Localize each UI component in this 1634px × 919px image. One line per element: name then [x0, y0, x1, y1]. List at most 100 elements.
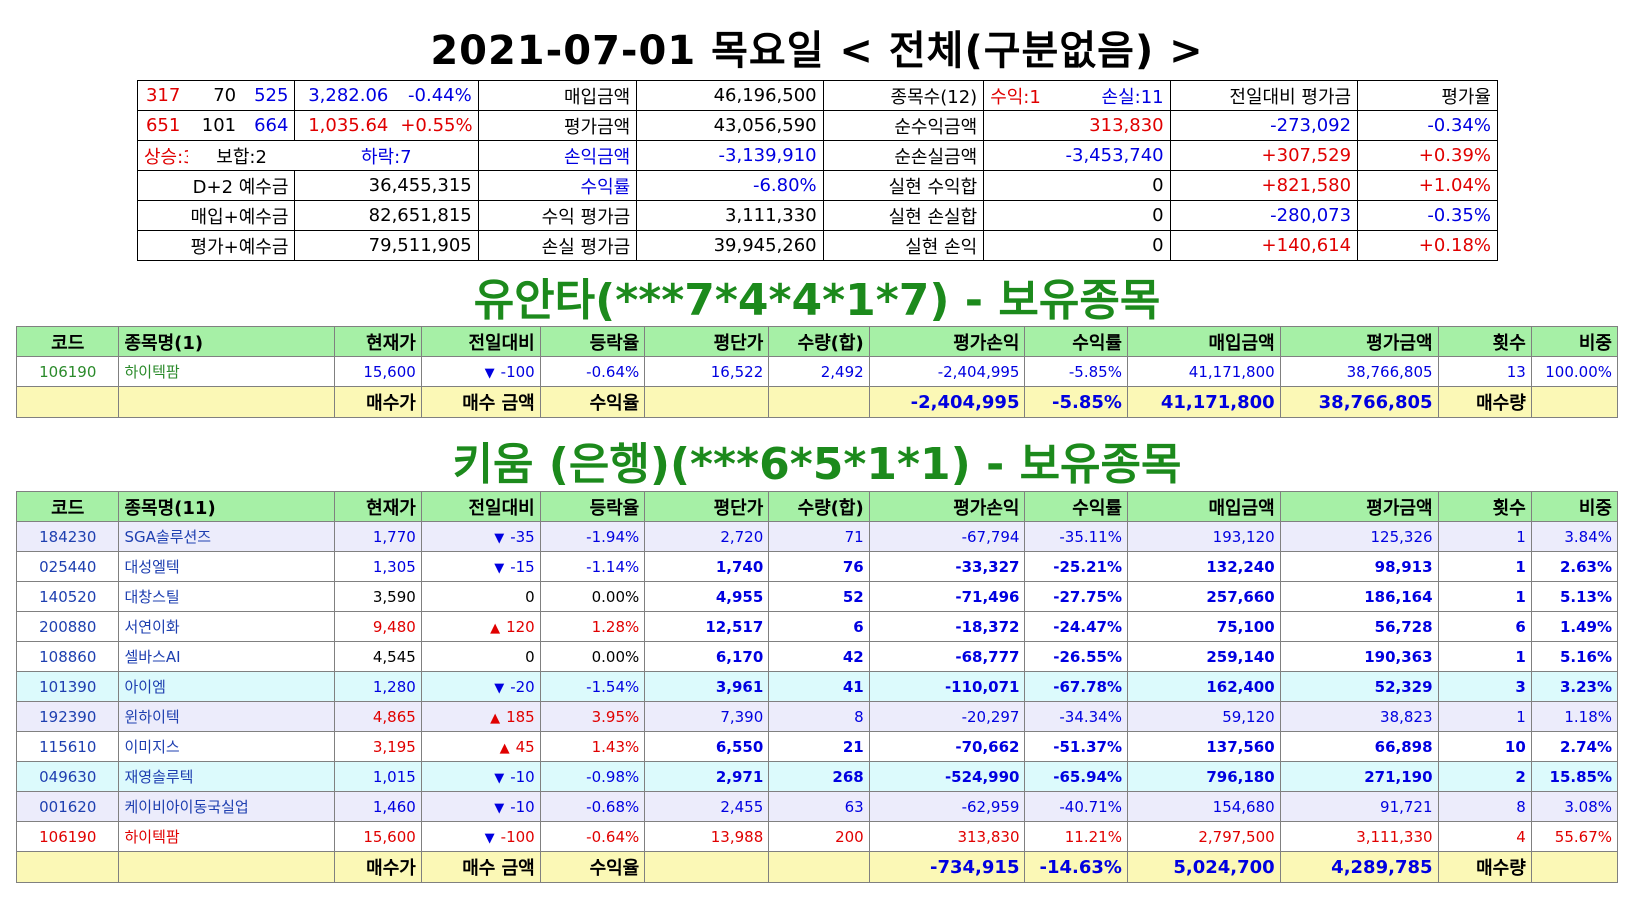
quantity-cell: 71	[768, 521, 870, 552]
table-row: 106190 하이텍팜 15,600 ▼ -100 -0.64% 16,522 2,492 -2…	[15, 356, 1619, 387]
price-cell: 9,480	[333, 611, 422, 642]
section-title-kiwoom: 키움 (은행)(***6*5*1*1) - 보유종목	[452, 439, 1182, 490]
buy-amount-cell: 257,660	[1126, 581, 1281, 612]
change-value: -10	[510, 797, 535, 816]
holdings-table-kiwoom: 코드 종목명(11) 현재가 전일대비 등락율 평단가 수량(합) 평가손익 수익률 매입금액 평가…	[15, 491, 1619, 883]
footer-return-label: 수익율	[539, 851, 646, 883]
price-cell: 3,590	[333, 581, 422, 612]
profit-loss-cell: -20,297	[868, 701, 1026, 732]
price-cell: 15,600	[333, 356, 422, 387]
table-row: 106190 하이텍팜 15,600 ▼ -100 -0.64% 13,988 200 313,…	[15, 821, 1619, 852]
price-cell: 1,460	[333, 791, 422, 822]
count-cell: 4	[1437, 821, 1532, 852]
buy-amount-cell: 137,560	[1126, 731, 1281, 762]
column-header: 전일대비	[420, 326, 541, 357]
buy-amount-cell: 154,680	[1126, 791, 1281, 822]
quantity-cell: 21	[768, 731, 870, 762]
avg-price-cell: 16,522	[644, 356, 770, 387]
profit-loss-cell: 313,830	[868, 821, 1026, 852]
stock-name-cell: 케이비아이동국실업	[118, 791, 335, 822]
return-cell: -51.37%	[1024, 731, 1128, 762]
code-cell: 184230	[15, 521, 120, 552]
change-cell: ▼ -100	[420, 356, 541, 387]
column-header: 평가손익	[868, 326, 1026, 357]
summary-cell: 실현 수익합	[822, 170, 985, 201]
code-cell: 192390	[15, 701, 120, 732]
summary-cell: 43,056,590	[636, 110, 824, 141]
summary-row: 매입+예수금 82,651,815 수익 평가금 3,111,330 실현 손실합 0 -2…	[136, 200, 1498, 231]
weight-cell: 3.23%	[1530, 671, 1619, 702]
summary-cell: 0	[983, 230, 1171, 261]
weight-cell: 15.85%	[1530, 761, 1619, 792]
holdings-table-yuanta: 코드 종목명(1) 현재가 전일대비 등락율 평단가 수량(합) 평가손익 수익률 매입금액 평가금…	[15, 326, 1619, 418]
summary-cell: -3,139,910	[636, 140, 824, 171]
buy-amount-cell: 41,171,800	[1126, 356, 1281, 387]
count-cell: 1	[1437, 521, 1532, 552]
footer-blank	[15, 386, 120, 418]
change-cell: ▼ -10	[420, 791, 541, 822]
summary-cell: 수익 평가금	[477, 200, 638, 231]
footer-buy-price-label: 매수가	[333, 386, 422, 418]
count-cell: 1	[1437, 551, 1532, 582]
triangle-up-icon: ▲	[499, 740, 510, 756]
quantity-cell: 268	[768, 761, 870, 792]
column-header: 평단가	[644, 326, 770, 357]
weight-cell: 55.67%	[1530, 821, 1619, 852]
summary-cell: +821,580	[1169, 170, 1359, 201]
profit-loss-cell: -110,071	[868, 671, 1026, 702]
summary-cell: 실현 손익	[822, 230, 985, 261]
footer-buy-qty-label: 매수량	[1437, 386, 1532, 418]
total-buy-amount: 5,024,700	[1126, 851, 1281, 883]
buy-amount-cell: 59,120	[1126, 701, 1281, 732]
eval-amount-cell: 38,823	[1279, 701, 1439, 732]
count-cell: 13	[1437, 356, 1532, 387]
change-value: 120	[506, 617, 535, 636]
change-cell: 0	[420, 581, 541, 612]
count-cell: 1	[1437, 581, 1532, 612]
summary-cell: 상승:3	[137, 140, 189, 171]
summary-cell: 수익:1	[983, 80, 1059, 111]
stock-name-cell: 윈하이텍	[118, 701, 335, 732]
eval-amount-cell: 190,363	[1279, 641, 1439, 672]
summary-cell: +1.04%	[1357, 170, 1498, 201]
change-cell: ▼ -100	[420, 821, 541, 852]
summary-cell: 0	[983, 200, 1171, 231]
summary-cell: -6.80%	[636, 170, 824, 201]
summary-cell: 313,830	[983, 110, 1171, 141]
rate-cell: 0.00%	[539, 581, 646, 612]
change-cell: ▼ -10	[420, 761, 541, 792]
code-cell: 101390	[15, 671, 120, 702]
column-header: 횟수	[1437, 326, 1532, 357]
triangle-down-icon: ▼	[494, 800, 505, 816]
change-value: 0	[525, 647, 535, 666]
summary-cell: 0	[983, 170, 1171, 201]
rate-cell: -0.68%	[539, 791, 646, 822]
summary-cell: +140,614	[1169, 230, 1359, 261]
column-header: 평가손익	[868, 491, 1026, 522]
column-header: 평단가	[644, 491, 770, 522]
eval-amount-cell: 66,898	[1279, 731, 1439, 762]
stock-name-cell: 하이텍팜	[118, 356, 335, 387]
triangle-down-icon: ▼	[484, 365, 495, 381]
table-row: 115610 이미지스 3,195 ▲ 45 1.43% 6,550 21 -70,662 -51…	[15, 731, 1619, 762]
code-cell: 106190	[15, 356, 120, 387]
summary-cell: 전일대비 평가금	[1169, 80, 1359, 111]
footer-blank	[768, 851, 870, 883]
avg-price-cell: 6,170	[644, 641, 770, 672]
change-cell: ▲ 120	[420, 611, 541, 642]
return-cell: -40.71%	[1024, 791, 1128, 822]
summary-cell: -280,073	[1169, 200, 1359, 231]
return-cell: -67.78%	[1024, 671, 1128, 702]
eval-amount-cell: 186,164	[1279, 581, 1439, 612]
avg-price-cell: 2,720	[644, 521, 770, 552]
footer-blank	[1530, 851, 1619, 883]
footer-blank	[644, 386, 770, 418]
summary-cell: 매입금액	[477, 80, 638, 111]
change-value: -35	[510, 527, 535, 546]
table-row: 184230 SGA솔루션즈 1,770 ▼ -35 -1.94% 2,720 71 -67,7…	[15, 521, 1619, 552]
summary-cell: 종목수(12)	[822, 80, 985, 111]
summary-cell: 651	[137, 110, 189, 141]
triangle-down-icon: ▼	[494, 530, 505, 546]
eval-amount-cell: 125,326	[1279, 521, 1439, 552]
count-cell: 6	[1437, 611, 1532, 642]
